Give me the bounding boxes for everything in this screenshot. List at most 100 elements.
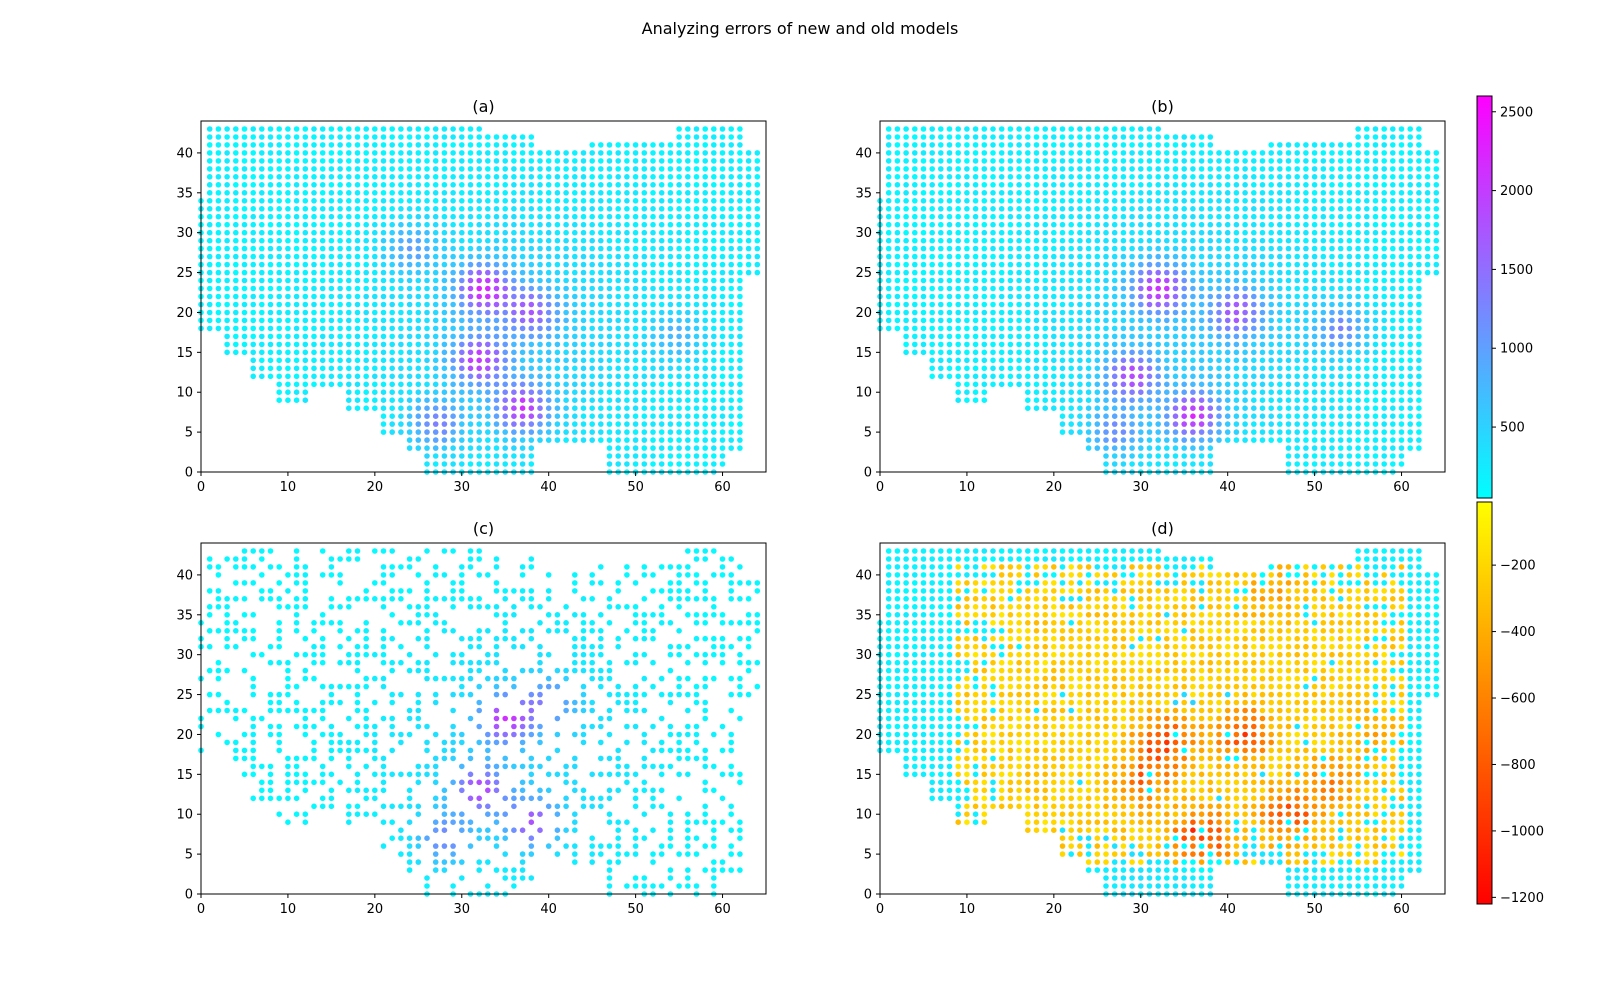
scatter-point (641, 445, 648, 451)
scatter-point (1381, 421, 1387, 427)
scatter-point (215, 269, 222, 276)
scatter-point (981, 293, 988, 300)
scatter-point (1094, 174, 1101, 180)
scatter-point (1381, 229, 1387, 236)
scatter-point (728, 445, 734, 451)
scatter-point (1085, 285, 1092, 292)
scatter-point (1398, 429, 1405, 435)
scatter-point (224, 635, 230, 642)
scatter-point (459, 206, 465, 212)
scatter-point (728, 381, 734, 388)
scatter-point (476, 325, 483, 332)
scatter-point (1198, 445, 1205, 451)
scatter-point (476, 301, 483, 308)
scatter-point (946, 309, 953, 316)
scatter-point (554, 174, 561, 180)
scatter-point (1398, 317, 1405, 324)
scatter-point (1337, 429, 1344, 435)
axes-frame (879, 120, 1446, 473)
scatter-point (737, 166, 743, 172)
scatter-point (511, 237, 517, 244)
scatter-point (972, 341, 979, 348)
scatter-point (1146, 237, 1153, 244)
scatter-point (1337, 190, 1344, 196)
scatter-point (1181, 293, 1187, 300)
scatter-point (372, 142, 378, 148)
scatter-point (467, 453, 474, 459)
scatter-point (493, 429, 500, 435)
scatter-point (1372, 206, 1379, 212)
scatter-point (1155, 229, 1161, 236)
scatter-point (580, 413, 587, 420)
scatter-point (1094, 437, 1101, 443)
scatter-point (293, 229, 300, 236)
scatter-point (319, 357, 326, 364)
scatter-point (1085, 397, 1092, 404)
scatter-point (1120, 285, 1127, 292)
scatter-point (415, 253, 422, 260)
scatter-point (206, 142, 213, 148)
scatter-point (1111, 461, 1118, 467)
scatter-point (1311, 365, 1318, 372)
scatter-point (250, 190, 256, 196)
scatter-point (485, 357, 491, 364)
scatter-point (1233, 325, 1240, 332)
scatter-point (450, 213, 456, 220)
scatter-point (1164, 429, 1170, 435)
scatter-point (1416, 333, 1422, 340)
scatter-point (1016, 229, 1022, 236)
scatter-point (1294, 221, 1300, 228)
scatter-point (1120, 421, 1127, 427)
scatter-point (380, 253, 387, 260)
scatter-point (1138, 221, 1144, 228)
scatter-point (319, 182, 326, 188)
scatter-point (1033, 190, 1040, 196)
scatter-point (572, 341, 578, 348)
scatter-point (1407, 381, 1413, 388)
scatter-point (250, 198, 256, 204)
scatter-point (485, 445, 491, 451)
scatter-point (1164, 421, 1170, 427)
scatter-point (424, 333, 430, 340)
scatter-point (398, 357, 404, 364)
scatter-point (241, 206, 248, 212)
scatter-point (1120, 229, 1127, 236)
scatter-point (912, 126, 918, 132)
scatter-point (311, 341, 317, 348)
scatter-point (1051, 158, 1057, 164)
scatter-point (1155, 293, 1161, 300)
scatter-point (711, 365, 717, 372)
scatter-point (502, 150, 509, 156)
scatter-point (450, 333, 456, 340)
scatter-point (511, 397, 517, 404)
scatter-point (415, 229, 422, 236)
scatter-point (1120, 429, 1127, 435)
scatter-point (1198, 277, 1205, 284)
scatter-point (719, 325, 726, 332)
scatter-point (406, 445, 413, 451)
scatter-point (389, 158, 396, 164)
scatter-point (1172, 253, 1179, 260)
scatter-point (1172, 293, 1179, 300)
scatter-point (737, 174, 743, 180)
scatter-point (580, 245, 587, 252)
scatter-point (580, 166, 587, 172)
scatter-point (267, 174, 274, 180)
scatter-point (398, 365, 404, 372)
scatter-point (1233, 237, 1240, 244)
scatter-point (981, 261, 988, 268)
scatter-point (346, 277, 352, 284)
scatter-point (450, 397, 456, 404)
scatter-point (502, 389, 509, 396)
scatter-point (1303, 237, 1309, 244)
scatter-point (1216, 253, 1222, 260)
scatter-point (641, 221, 648, 228)
scatter-point (1311, 150, 1318, 156)
scatter-point (1242, 325, 1248, 332)
scatter-point (554, 357, 561, 364)
scatter-point (276, 309, 283, 316)
scatter-point (1016, 134, 1022, 140)
scatter-point (441, 397, 448, 404)
scatter-point (1364, 206, 1370, 212)
scatter-point (380, 245, 387, 252)
